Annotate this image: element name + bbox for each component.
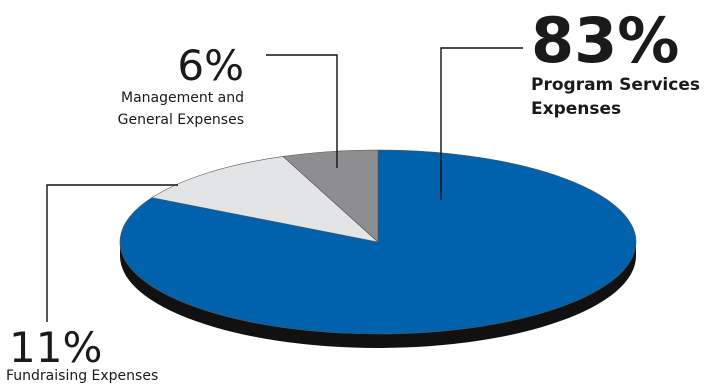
program-percent-label: 83% [531, 4, 679, 77]
leader-line-fundraising [46, 184, 178, 322]
fundraising-label-line-1: Fundraising Expenses [6, 368, 158, 384]
management-label-line-1: Management and [121, 90, 244, 106]
pie-slice-fundraising [151, 156, 380, 243]
management-percent-label: 6% [177, 41, 244, 90]
leader-line-program [440, 47, 523, 200]
pie-slice-management [282, 149, 379, 243]
program-label-line-1: Program Services [531, 75, 700, 95]
fundraising-percent-label: 11% [9, 323, 102, 372]
leader-lines [46, 47, 523, 322]
program-label-line-2: Expenses [531, 99, 621, 119]
leader-line-management [266, 54, 338, 168]
management-label-line-2: General Expenses [118, 112, 244, 128]
pie-slices [119, 149, 637, 335]
